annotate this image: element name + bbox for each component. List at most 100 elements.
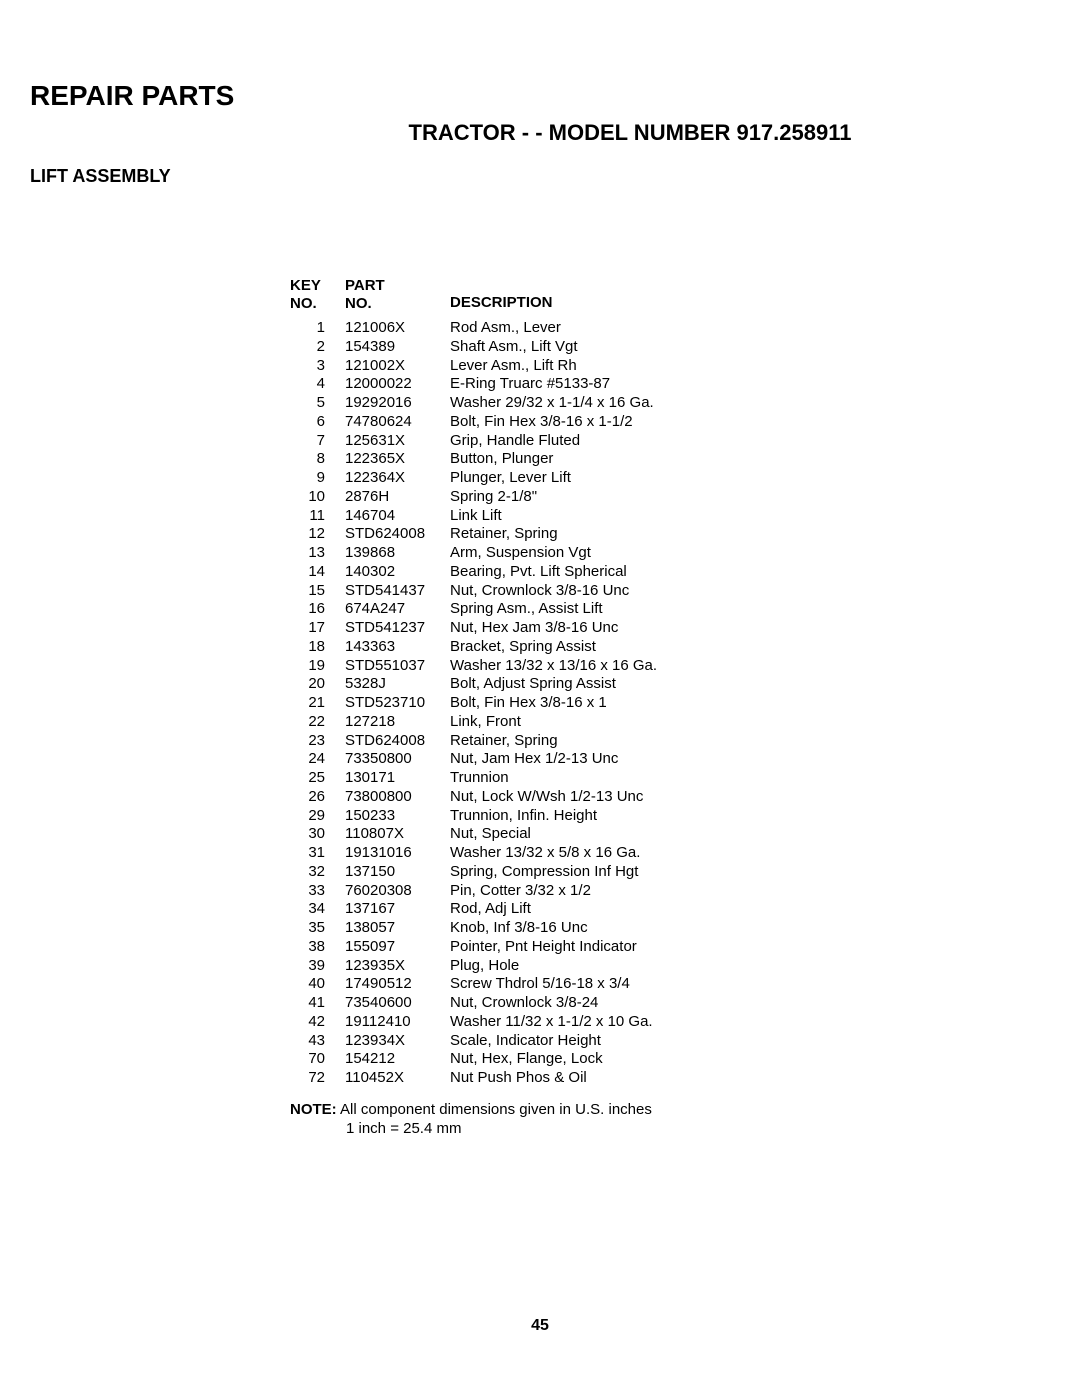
key-cell: 18: [290, 638, 345, 657]
description-cell: Nut Push Phos & Oil: [450, 1069, 1050, 1088]
key-cell: 42: [290, 1013, 345, 1032]
description-cell: Washer 13/32 x 13/16 x 16 Ga.: [450, 657, 1050, 676]
note-label: NOTE:: [290, 1101, 337, 1118]
part-cell: 154389: [345, 338, 450, 357]
header-key: KEY NO.: [290, 277, 345, 313]
header-description: DESCRIPTION: [450, 277, 1050, 313]
description-cell: Nut, Hex, Flange, Lock: [450, 1050, 1050, 1069]
description-cell: Pointer, Pnt Height Indicator: [450, 938, 1050, 957]
header-part-line2: NO.: [345, 295, 450, 313]
description-cell: Nut, Crownlock 3/8-16 Unc: [450, 582, 1050, 601]
part-cell: STD551037: [345, 657, 450, 676]
key-cell: 41: [290, 994, 345, 1013]
part-cell: 110452X: [345, 1069, 450, 1088]
description-cell: Button, Plunger: [450, 450, 1050, 469]
description-cell: Bolt, Fin Hex 3/8-16 x 1: [450, 694, 1050, 713]
description-cell: Arm, Suspension Vgt: [450, 544, 1050, 563]
table-row: 38155097Pointer, Pnt Height Indicator: [290, 938, 1050, 957]
part-cell: 121002X: [345, 357, 450, 376]
part-cell: 74780624: [345, 413, 450, 432]
description-cell: Lever Asm., Lift Rh: [450, 357, 1050, 376]
table-row: 674780624Bolt, Fin Hex 3/8-16 x 1-1/2: [290, 413, 1050, 432]
key-cell: 11: [290, 507, 345, 526]
table-row: 3119131016Washer 13/32 x 5/8 x 16 Ga.: [290, 844, 1050, 863]
description-cell: Washer 13/32 x 5/8 x 16 Ga.: [450, 844, 1050, 863]
key-cell: 39: [290, 957, 345, 976]
description-cell: Retainer, Spring: [450, 525, 1050, 544]
table-row: 21STD523710Bolt, Fin Hex 3/8-16 x 1: [290, 694, 1050, 713]
part-cell: 143363: [345, 638, 450, 657]
description-cell: Bolt, Adjust Spring Assist: [450, 675, 1050, 694]
key-cell: 15: [290, 582, 345, 601]
key-cell: 29: [290, 807, 345, 826]
table-row: 12STD624008Retainer, Spring: [290, 525, 1050, 544]
table-row: 13139868Arm, Suspension Vgt: [290, 544, 1050, 563]
key-cell: 7: [290, 432, 345, 451]
description-cell: Rod, Adj Lift: [450, 900, 1050, 919]
description-cell: Knob, Inf 3/8-16 Unc: [450, 919, 1050, 938]
description-cell: Pin, Cotter 3/32 x 1/2: [450, 882, 1050, 901]
table-row: 9122364XPlunger, Lever Lift: [290, 469, 1050, 488]
subtitle: TRACTOR - - MODEL NUMBER 917.258911: [210, 120, 1050, 146]
part-cell: 122364X: [345, 469, 450, 488]
table-row: 2673800800Nut, Lock W/Wsh 1/2-13 Unc: [290, 788, 1050, 807]
table-body: 1121006XRod Asm., Lever2154389Shaft Asm.…: [290, 319, 1050, 1088]
part-cell: 137150: [345, 863, 450, 882]
key-cell: 72: [290, 1069, 345, 1088]
table-row: 43123934XScale, Indicator Height: [290, 1032, 1050, 1051]
key-cell: 4: [290, 375, 345, 394]
note-text-line2: 1 inch = 25.4 mm: [346, 1119, 1050, 1139]
description-cell: Link, Front: [450, 713, 1050, 732]
description-cell: E-Ring Truarc #5133-87: [450, 375, 1050, 394]
header-key-line2: NO.: [290, 295, 345, 313]
part-cell: 146704: [345, 507, 450, 526]
description-cell: Nut, Hex Jam 3/8-16 Unc: [450, 619, 1050, 638]
part-cell: 121006X: [345, 319, 450, 338]
description-cell: Spring Asm., Assist Lift: [450, 600, 1050, 619]
key-cell: 40: [290, 975, 345, 994]
part-cell: 123934X: [345, 1032, 450, 1051]
part-cell: 127218: [345, 713, 450, 732]
part-cell: 130171: [345, 769, 450, 788]
description-cell: Washer 29/32 x 1-1/4 x 16 Ga.: [450, 394, 1050, 413]
table-row: 4219112410Washer 11/32 x 1-1/2 x 10 Ga.: [290, 1013, 1050, 1032]
part-cell: 123935X: [345, 957, 450, 976]
part-cell: STD624008: [345, 525, 450, 544]
part-cell: 138057: [345, 919, 450, 938]
table-row: 14140302Bearing, Pvt. Lift Spherical: [290, 563, 1050, 582]
part-cell: 2876H: [345, 488, 450, 507]
description-cell: Retainer, Spring: [450, 732, 1050, 751]
description-cell: Nut, Jam Hex 1/2-13 Unc: [450, 750, 1050, 769]
table-row: 25130171Trunnion: [290, 769, 1050, 788]
table-row: 4017490512Screw Thdrol 5/16-18 x 3/4: [290, 975, 1050, 994]
key-cell: 6: [290, 413, 345, 432]
part-cell: 122365X: [345, 450, 450, 469]
part-cell: 110807X: [345, 825, 450, 844]
key-cell: 5: [290, 394, 345, 413]
key-cell: 19: [290, 657, 345, 676]
key-cell: 21: [290, 694, 345, 713]
description-cell: Plunger, Lever Lift: [450, 469, 1050, 488]
part-cell: 19112410: [345, 1013, 450, 1032]
part-cell: 137167: [345, 900, 450, 919]
key-cell: 34: [290, 900, 345, 919]
key-cell: 35: [290, 919, 345, 938]
table-row: 4173540600Nut, Crownlock 3/8-24: [290, 994, 1050, 1013]
parts-table: KEY NO. PART NO. DESCRIPTION 1121006XRod…: [290, 277, 1050, 1088]
table-row: 32137150Spring, Compression Inf Hgt: [290, 863, 1050, 882]
part-cell: 19292016: [345, 394, 450, 413]
description-cell: Rod Asm., Lever: [450, 319, 1050, 338]
part-cell: 155097: [345, 938, 450, 957]
description-cell: Link Lift: [450, 507, 1050, 526]
description-cell: Shaft Asm., Lift Vgt: [450, 338, 1050, 357]
table-row: 8122365XButton, Plunger: [290, 450, 1050, 469]
main-title: REPAIR PARTS: [30, 80, 1050, 112]
header-key-line1: KEY: [290, 277, 345, 295]
key-cell: 1: [290, 319, 345, 338]
key-cell: 43: [290, 1032, 345, 1051]
note: NOTE: All component dimensions given in …: [290, 1100, 1050, 1139]
table-row: 3121002XLever Asm., Lift Rh: [290, 357, 1050, 376]
key-cell: 24: [290, 750, 345, 769]
header-part: PART NO.: [345, 277, 450, 313]
description-cell: Scale, Indicator Height: [450, 1032, 1050, 1051]
